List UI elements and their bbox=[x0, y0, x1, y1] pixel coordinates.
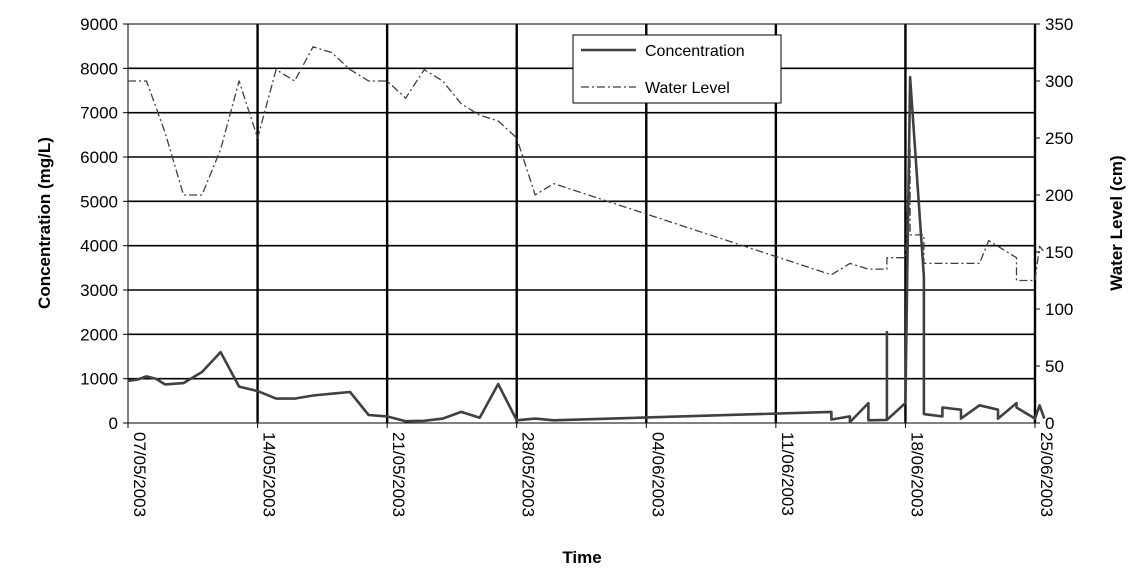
x-tick-label: 18/06/2003 bbox=[907, 432, 926, 517]
left-tick-label: 3000 bbox=[80, 281, 118, 300]
x-axis-title: Time bbox=[562, 548, 601, 567]
x-tick-label: 28/05/2003 bbox=[519, 432, 538, 517]
right-axis: 0 50 100 150 200 250 300 350 bbox=[1035, 15, 1073, 433]
right-tick-label: 100 bbox=[1045, 300, 1073, 319]
left-axis: 0 1000 2000 3000 4000 5000 6000 7000 8000 9000 bbox=[80, 15, 128, 433]
grid bbox=[128, 24, 1037, 423]
left-tick-label: 6000 bbox=[80, 148, 118, 167]
right-tick-label: 50 bbox=[1045, 357, 1064, 376]
x-tick-label: 21/05/2003 bbox=[389, 432, 408, 517]
x-tick-label: 25/06/2003 bbox=[1037, 432, 1056, 517]
right-tick-label: 350 bbox=[1045, 15, 1073, 34]
x-tick-label: 07/05/2003 bbox=[130, 432, 149, 517]
left-tick-label: 9000 bbox=[80, 15, 118, 34]
left-tick-label: 1000 bbox=[80, 370, 118, 389]
left-tick-label: 2000 bbox=[80, 325, 118, 344]
left-tick-label: 0 bbox=[109, 414, 118, 433]
right-tick-label: 200 bbox=[1045, 186, 1073, 205]
legend-label-concentration: Concentration bbox=[645, 43, 745, 60]
left-tick-label: 8000 bbox=[80, 59, 118, 78]
left-tick-label: 5000 bbox=[80, 192, 118, 211]
x-tick-label: 11/06/2003 bbox=[778, 432, 797, 516]
legend: Concentration Water Level bbox=[572, 34, 782, 104]
left-tick-label: 7000 bbox=[80, 104, 118, 123]
x-tick-label: 04/06/2003 bbox=[648, 432, 667, 517]
series-line-concentration bbox=[127, 75, 1046, 424]
left-tick-label: 4000 bbox=[80, 237, 118, 256]
x-tick-label: 14/05/2003 bbox=[260, 432, 279, 517]
legend-box bbox=[572, 34, 782, 104]
legend-label-water-level: Water Level bbox=[645, 80, 730, 97]
series-line-water-level bbox=[128, 46, 1045, 282]
right-tick-label: 250 bbox=[1045, 129, 1073, 148]
y2-axis-title: Water Level (cm) bbox=[1107, 155, 1126, 290]
x-axis: 07/05/2003 14/05/2003 21/05/2003 28/05/2003… bbox=[127, 423, 1056, 517]
right-tick-label: 300 bbox=[1045, 72, 1073, 91]
right-tick-label: 0 bbox=[1045, 414, 1054, 433]
right-tick-label: 150 bbox=[1045, 243, 1073, 262]
series-layer bbox=[127, 46, 1046, 424]
y-axis-title: Concentration (mg/L) bbox=[35, 137, 54, 309]
